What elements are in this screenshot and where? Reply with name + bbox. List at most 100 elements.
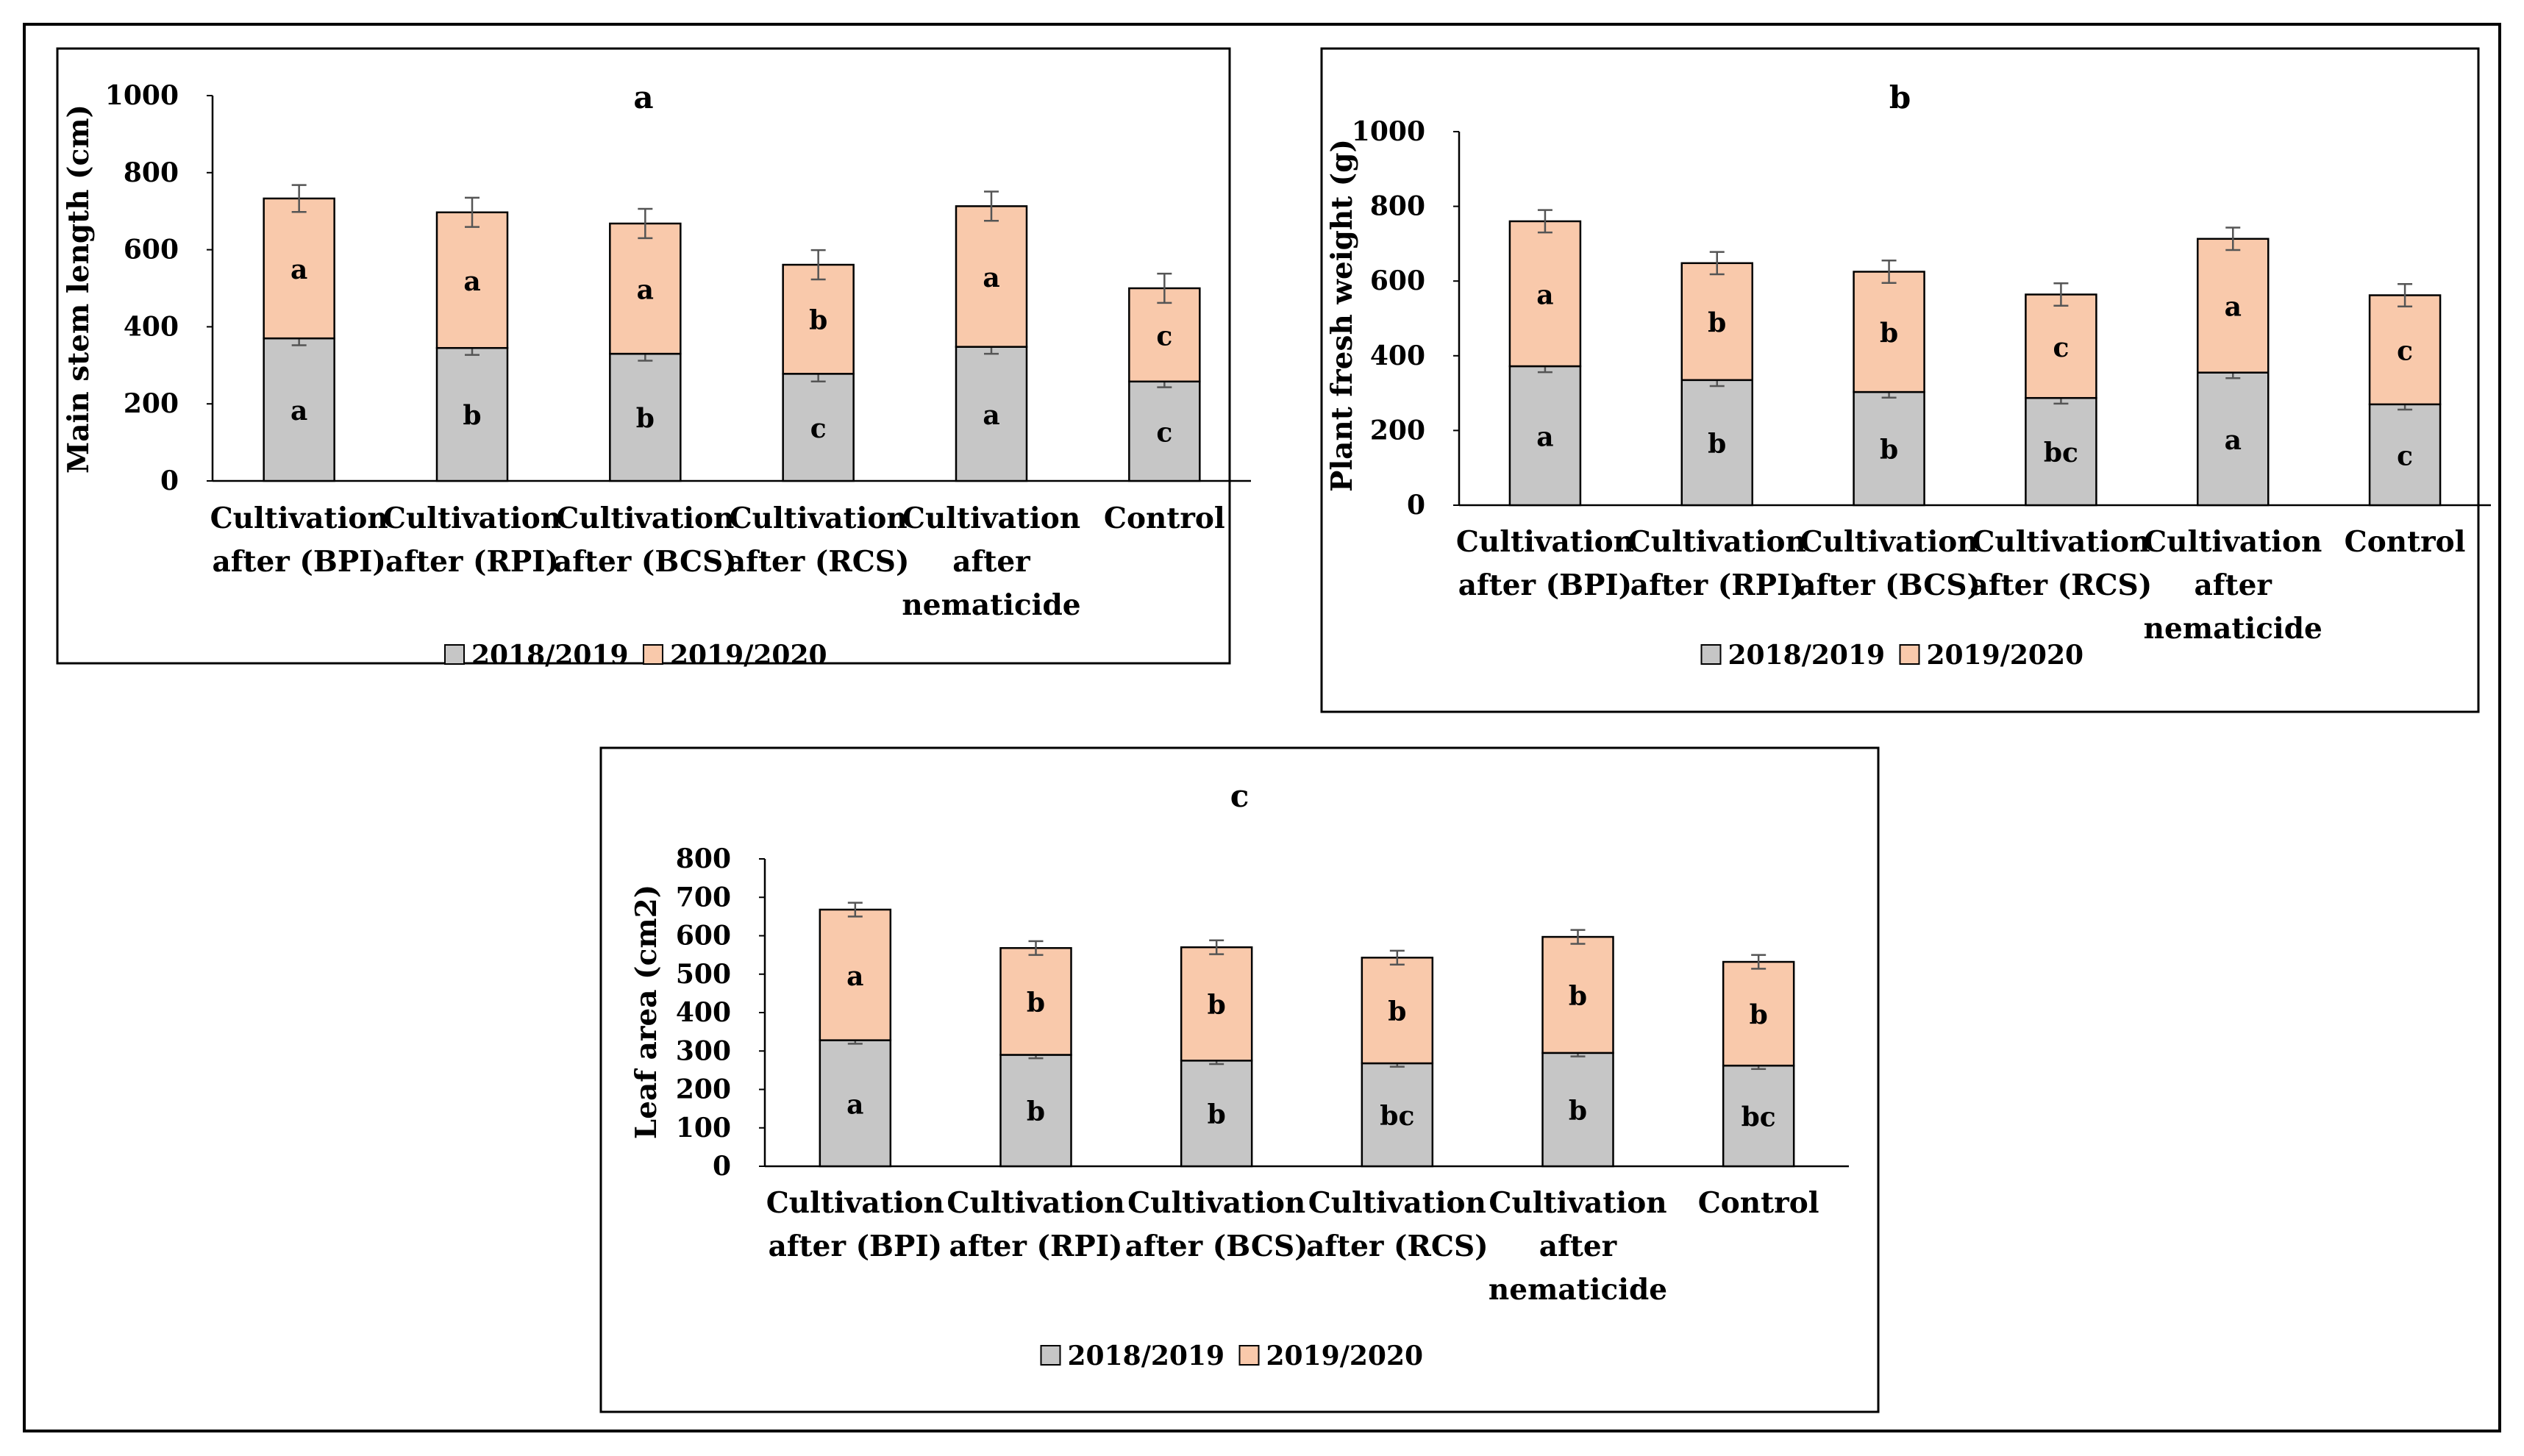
significance-letter: a: [983, 263, 999, 293]
x-category-label: Cultivation: [902, 502, 1080, 535]
significance-letter: b: [1388, 996, 1406, 1027]
bar-season1: [1722, 1064, 1795, 1168]
bar-season2: [2025, 293, 2097, 399]
significance-letter: b: [463, 401, 481, 432]
y-tick-label: 800: [1370, 191, 1425, 222]
legend-swatch: [444, 644, 465, 665]
bar-season1: [2368, 403, 2442, 507]
y-tick-label: 1000: [105, 80, 179, 111]
bar-season2: [609, 222, 682, 355]
x-category-label: after (BPI): [1458, 568, 1632, 602]
bar-season2: [819, 908, 892, 1041]
bar-season1: [1180, 1060, 1253, 1168]
bar-season1: [435, 346, 509, 482]
bar-season2: [955, 205, 1028, 348]
significance-letter: a: [983, 400, 999, 431]
x-category-label: Cultivation: [556, 502, 734, 535]
significance-letter: c: [1156, 321, 1172, 351]
significance-letter: a: [846, 1089, 863, 1120]
chart-c-frame: [599, 746, 1880, 1413]
bar-season2: [999, 946, 1072, 1056]
significance-letter: a: [290, 254, 307, 285]
x-category-label: nematicide: [902, 588, 1080, 622]
x-category-label: Cultivation: [1800, 525, 1978, 559]
x-category-label: after (RPI): [1630, 568, 1804, 602]
y-tick-label: 0: [160, 465, 179, 496]
x-category-label: after (BCS): [1125, 1230, 1308, 1263]
significance-letter: a: [637, 275, 654, 306]
significance-letter: a: [2225, 292, 2242, 323]
bar-season2: [1508, 220, 1582, 368]
x-category-label: Cultivation: [2144, 525, 2322, 559]
significance-letter: a: [290, 396, 307, 427]
legend-label: 2018/2019: [471, 640, 629, 671]
x-category-label: after: [1539, 1230, 1617, 1263]
significance-letter: b: [636, 404, 655, 435]
significance-letter: b: [1880, 318, 1898, 349]
x-category-label: after (RCS): [727, 545, 910, 579]
x-category-label: Cultivation: [730, 502, 908, 535]
x-category-label: Cultivation: [1972, 525, 2150, 559]
bar-season1: [1680, 379, 1753, 507]
x-category-label: Cultivation: [1127, 1186, 1305, 1220]
x-category-label: Control: [1698, 1186, 1819, 1220]
bar-season1: [1541, 1052, 1614, 1168]
bar-season1: [999, 1054, 1072, 1168]
significance-letter: c: [2053, 332, 2069, 363]
x-category-label: after (RCS): [1306, 1230, 1489, 1263]
x-category-label: after (BPI): [212, 545, 385, 579]
significance-letter: a: [463, 266, 480, 297]
bar-season1: [955, 346, 1028, 482]
y-tick-label: 400: [676, 997, 731, 1028]
charts-layer: a 0 200 400 600 800 1000 Main stem length (cm) a…: [56, 47, 2491, 1413]
significance-letter: a: [2225, 425, 2242, 456]
bar-season2: [435, 211, 509, 349]
significance-letter: c: [810, 413, 827, 444]
legend-label: 2018/2019: [1068, 1341, 1225, 1371]
x-category-label: after (BCS): [554, 545, 737, 579]
bar-season1: [1128, 380, 1201, 482]
bar-season2: [1361, 957, 1434, 1065]
legend-swatch: [1700, 644, 1722, 665]
x-category-label: after (RPI): [949, 1230, 1123, 1263]
x-category-label: Cultivation: [946, 1186, 1124, 1220]
bar-season1: [609, 352, 682, 482]
x-category-label: after: [952, 545, 1030, 579]
y-tick-label: 600: [1370, 265, 1425, 296]
x-category-label: after: [2195, 568, 2272, 602]
y-tick-label: 0: [1407, 490, 1425, 521]
x-category-label: after (BCS): [1797, 568, 1981, 602]
chart-title: b: [1889, 79, 1911, 115]
y-axis-title: Plant fresh weight (g): [1325, 139, 1359, 492]
chart-title: c: [1230, 778, 1249, 814]
significance-letter: bc: [1380, 1101, 1414, 1132]
y-axis-title: Leaf area (cm2): [630, 885, 663, 1139]
significance-letter: b: [1880, 435, 1898, 465]
significance-letter: bc: [2044, 438, 2078, 468]
y-axis-title: Main stem length (cm): [62, 104, 96, 474]
bar-season2: [1180, 946, 1253, 1062]
legend-swatch: [1238, 1345, 1260, 1366]
bar-season1: [263, 337, 335, 482]
legend-swatch: [1899, 644, 1920, 665]
bar-season1: [819, 1039, 892, 1168]
significance-letter: b: [1027, 988, 1045, 1018]
y-tick-label: 0: [713, 1151, 731, 1182]
significance-letter: b: [809, 305, 827, 336]
y-tick-label: 800: [676, 843, 731, 874]
legend-label: 2019/2020: [1266, 1341, 1424, 1371]
y-tick-label: 800: [124, 157, 179, 188]
significance-letter: b: [1708, 429, 1726, 460]
x-category-label: Control: [1104, 502, 1225, 535]
y-tick-label: 200: [676, 1074, 731, 1105]
legend-label: 2018/2019: [1728, 640, 1886, 671]
x-category-label: Cultivation: [210, 502, 388, 535]
figure-outer-frame: [23, 23, 2501, 1432]
significance-letter: a: [846, 961, 863, 992]
significance-letter: c: [2397, 440, 2413, 471]
significance-letter: b: [1750, 1000, 1768, 1031]
y-tick-label: 600: [124, 235, 179, 265]
x-category-label: after (RCS): [1970, 568, 2153, 602]
y-tick-label: 200: [124, 388, 179, 419]
chart-c: c 0 100 200 300 400 500 600 700 800 Leaf area (cm2…: [599, 746, 1880, 1413]
